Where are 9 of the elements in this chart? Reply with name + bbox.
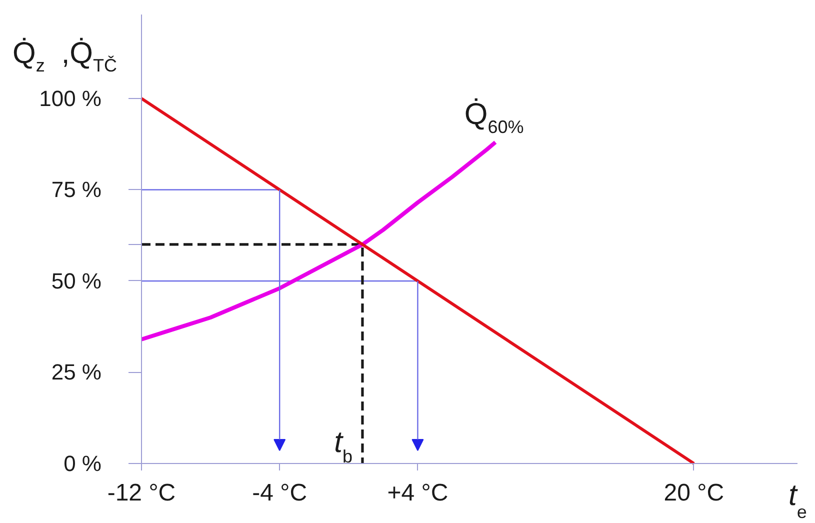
- x-tick-label: +4 °C: [387, 480, 448, 506]
- x-tick-label: 20 °C: [664, 480, 724, 506]
- y-tick-label: 100 %: [39, 86, 102, 111]
- y-tick-label: 25 %: [51, 360, 102, 385]
- y-tick-label: 75 %: [51, 177, 102, 202]
- x-tick-label: -12 °C: [107, 480, 176, 506]
- y-tick-label: 50 %: [51, 268, 102, 294]
- x-tick-label: -4 °C: [252, 480, 308, 506]
- y-tick-label: 0 %: [64, 451, 102, 476]
